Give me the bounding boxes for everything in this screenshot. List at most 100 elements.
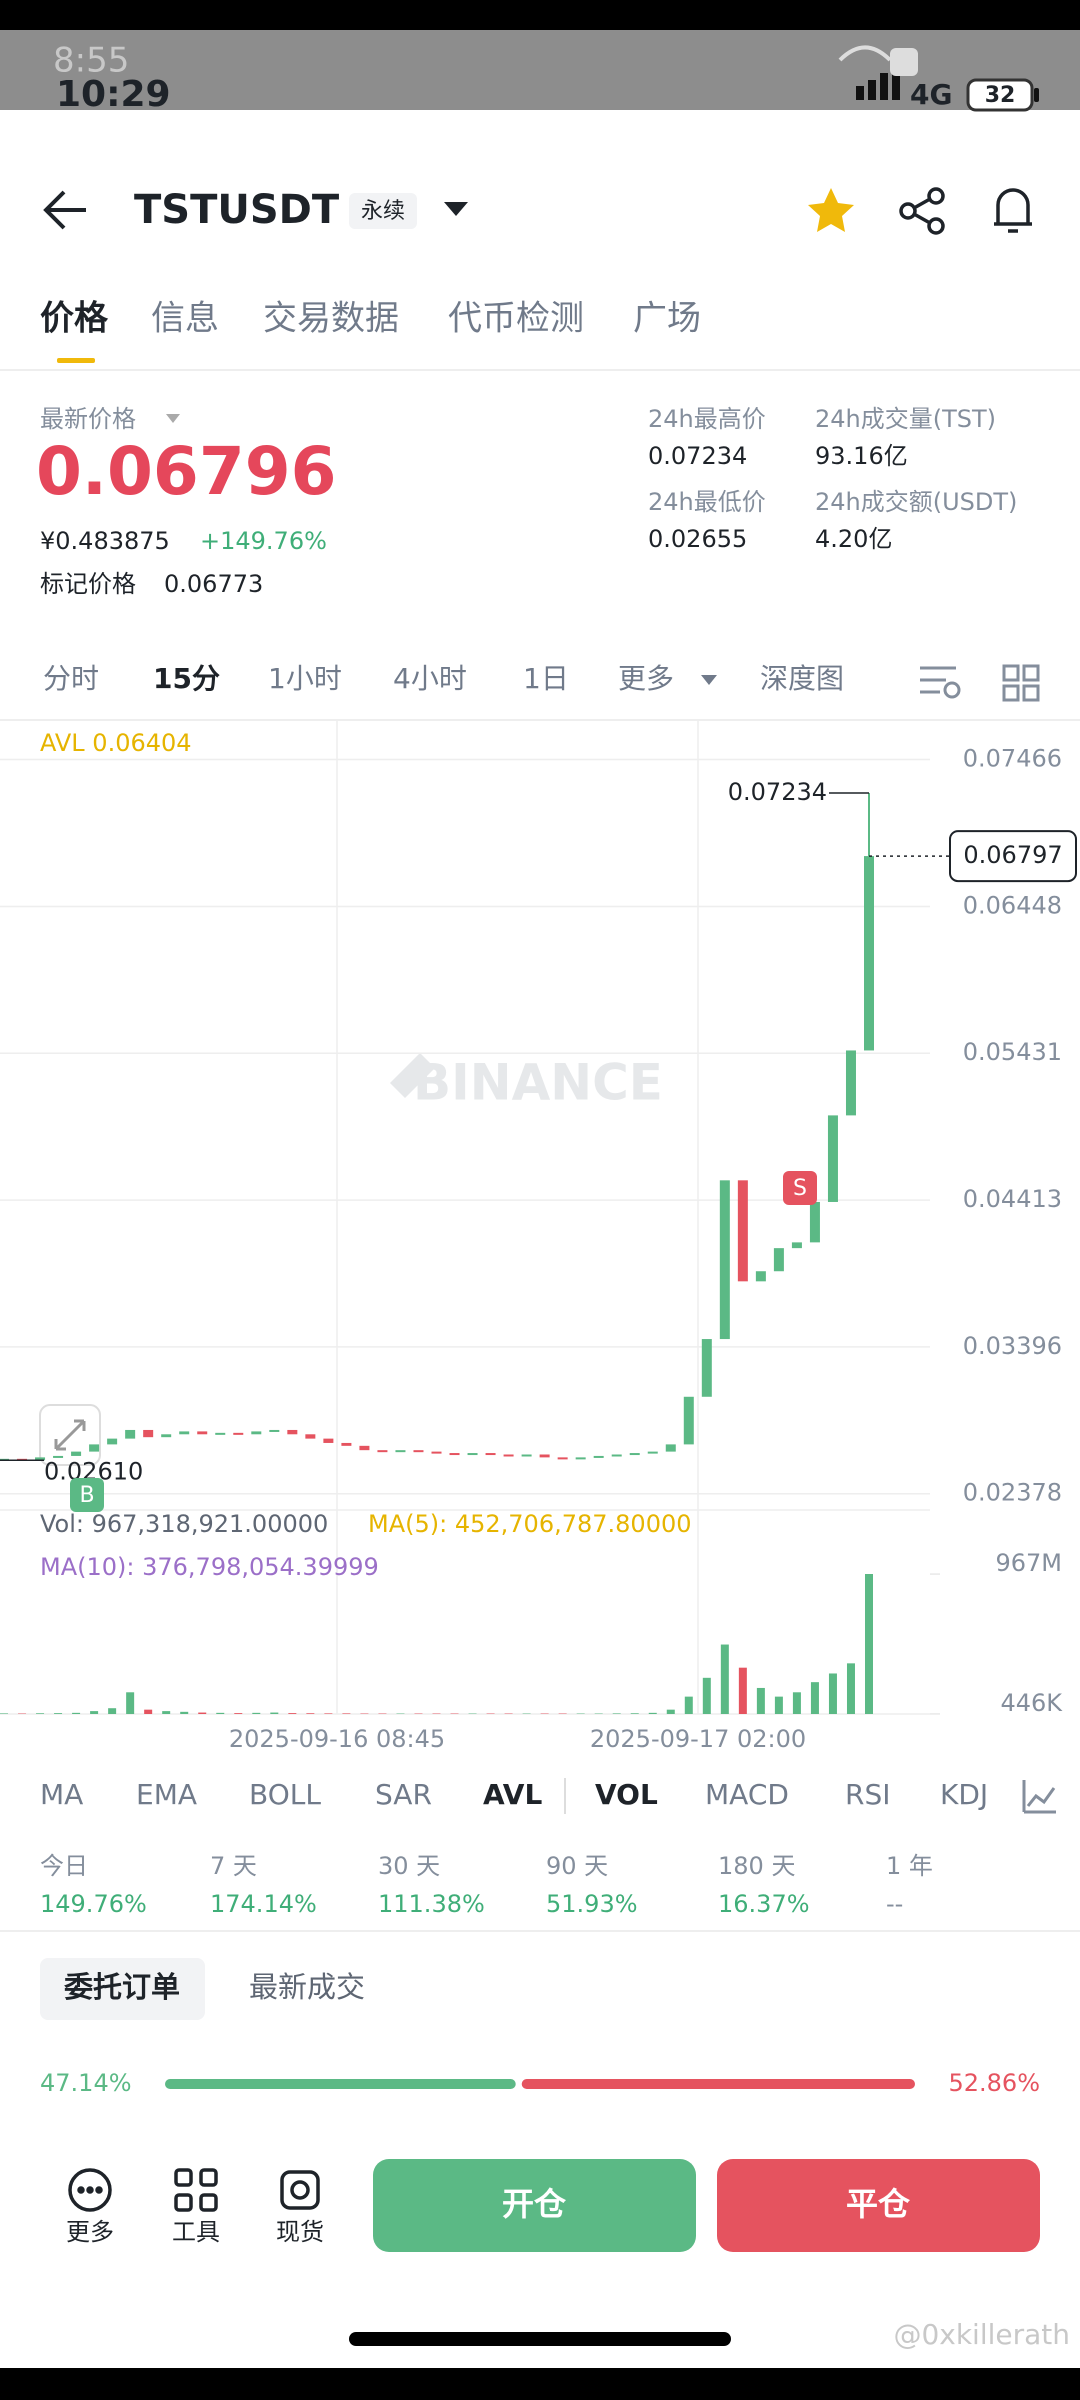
candle <box>431 1451 442 1454</box>
y-tick-label: 0.06448 <box>963 891 1062 919</box>
order-tab[interactable]: 最新成交 <box>249 1970 365 2004</box>
volume-bar <box>666 1709 675 1714</box>
candle <box>287 1429 298 1435</box>
mark-price: 0.06773 <box>164 570 263 598</box>
indicator[interactable]: KDJ <box>940 1778 988 1811</box>
order-tab[interactable]: 委托订单 <box>64 1970 180 2004</box>
ma5-label: MA(5): 452,706,787.80000 <box>368 1510 692 1538</box>
indicator-settings[interactable] <box>1022 1780 1056 1814</box>
interval[interactable]: 15分 <box>153 662 220 695</box>
y-tick-label: 0.05431 <box>963 1038 1062 1066</box>
nav-label[interactable]: 更多 <box>66 2218 114 2246</box>
interval[interactable]: 4小时 <box>393 662 467 695</box>
volume-bar <box>648 1712 657 1714</box>
indicator[interactable]: RSI <box>845 1778 891 1811</box>
volume-bar <box>792 1692 801 1714</box>
buy-ratio <box>165 2079 516 2089</box>
action-button-label[interactable]: 开仓 <box>502 2185 567 2223</box>
indicator[interactable]: BOLL <box>249 1778 321 1811</box>
stat-label: 24h成交额(USDT) <box>815 488 1017 516</box>
indicator[interactable]: MACD <box>705 1778 789 1811</box>
candle <box>359 1445 370 1451</box>
action-button[interactable] <box>717 2159 1040 2252</box>
action-button[interactable] <box>373 2159 696 2252</box>
indicator[interactable]: VOL <box>595 1778 658 1811</box>
change: +149.76% <box>200 527 327 555</box>
indicator[interactable]: MA <box>40 1778 83 1811</box>
period-label: 今日 <box>40 1852 88 1880</box>
tab[interactable]: 广场 <box>633 299 701 339</box>
interval[interactable]: 深度图 <box>760 662 844 695</box>
favorite[interactable] <box>808 188 854 232</box>
candle <box>125 1429 136 1439</box>
y-tick-label: 0.02378 <box>963 1479 1062 1507</box>
sell-ratio-label: 52.86% <box>948 2069 1040 2097</box>
indicator[interactable]: EMA <box>136 1778 197 1811</box>
interval[interactable]: 1日 <box>523 662 569 695</box>
volume-label: Vol: 967,318,921.00000 <box>40 1510 328 1538</box>
candle <box>395 1450 406 1453</box>
candle <box>503 1454 514 1457</box>
volume-bar <box>828 1673 837 1714</box>
candle <box>864 856 874 1051</box>
mark-price-label: 标记价格 <box>40 570 136 598</box>
dropdown[interactable] <box>701 675 717 685</box>
stat-value: 0.07234 <box>648 442 747 470</box>
nav-label[interactable]: 工具 <box>172 2218 220 2246</box>
tab[interactable]: 代币检测 <box>448 299 584 339</box>
candle <box>35 1457 46 1461</box>
chart-settings[interactable] <box>920 664 1040 702</box>
dropdown[interactable] <box>166 414 180 423</box>
volume-tick-label: 446K <box>1000 1689 1063 1717</box>
candle <box>647 1451 658 1454</box>
period-label: 7 天 <box>210 1852 257 1880</box>
period-label: 180 天 <box>718 1852 795 1880</box>
candle <box>71 1451 82 1456</box>
y-tick-label: 0.04413 <box>963 1185 1062 1213</box>
tab[interactable]: 交易数据 <box>263 299 399 339</box>
watermark-logo <box>390 1053 435 1098</box>
candle <box>611 1454 622 1457</box>
volume-bar <box>126 1692 135 1714</box>
volume-bar <box>252 1712 261 1714</box>
ma10-label: MA(10): 376,798,054.39999 <box>40 1553 379 1581</box>
interval[interactable]: 分时 <box>43 662 99 695</box>
status-icons <box>838 45 1039 112</box>
x-tick-label: 2025-09-17 02:00 <box>590 1725 806 1753</box>
notifications[interactable] <box>994 188 1032 233</box>
volume-bar <box>720 1644 729 1714</box>
volume-bar <box>865 1574 873 1714</box>
period-label: 90 天 <box>546 1852 608 1880</box>
volume-bar <box>108 1708 117 1714</box>
tab[interactable]: 价格 <box>40 299 109 339</box>
candle <box>539 1454 550 1458</box>
y-tick-label: 0.03396 <box>963 1332 1062 1360</box>
action-button-label[interactable]: 平仓 <box>846 2185 911 2223</box>
period-value: -- <box>886 1890 903 1918</box>
nav-label[interactable]: 现货 <box>276 2218 324 2246</box>
dropdown[interactable] <box>444 202 468 216</box>
candle <box>143 1429 154 1438</box>
contract-badge: 永续 <box>361 199 405 224</box>
indicator[interactable]: SAR <box>375 1778 432 1811</box>
candle <box>413 1450 424 1453</box>
candle <box>323 1438 334 1443</box>
period-value: 174.14% <box>210 1890 317 1918</box>
high-label: 0.07234 <box>728 778 827 806</box>
interval[interactable]: 更多 <box>618 662 674 695</box>
buy-marker: B <box>79 1483 94 1508</box>
stat-label: 24h最低价 <box>648 488 766 516</box>
current-price-box <box>949 830 1077 883</box>
interval[interactable]: 1小时 <box>268 662 342 695</box>
volume-bar <box>684 1696 693 1714</box>
indicator[interactable]: AVL <box>483 1778 542 1811</box>
share[interactable] <box>899 187 945 235</box>
volume-bar <box>306 1713 315 1714</box>
nav-back[interactable] <box>43 190 86 230</box>
tab[interactable]: 信息 <box>151 299 219 339</box>
symbol: TSTUSDT <box>134 187 340 233</box>
volume-bar <box>36 1713 45 1714</box>
battery: 32 <box>985 83 1016 108</box>
volume-bar <box>756 1687 765 1714</box>
